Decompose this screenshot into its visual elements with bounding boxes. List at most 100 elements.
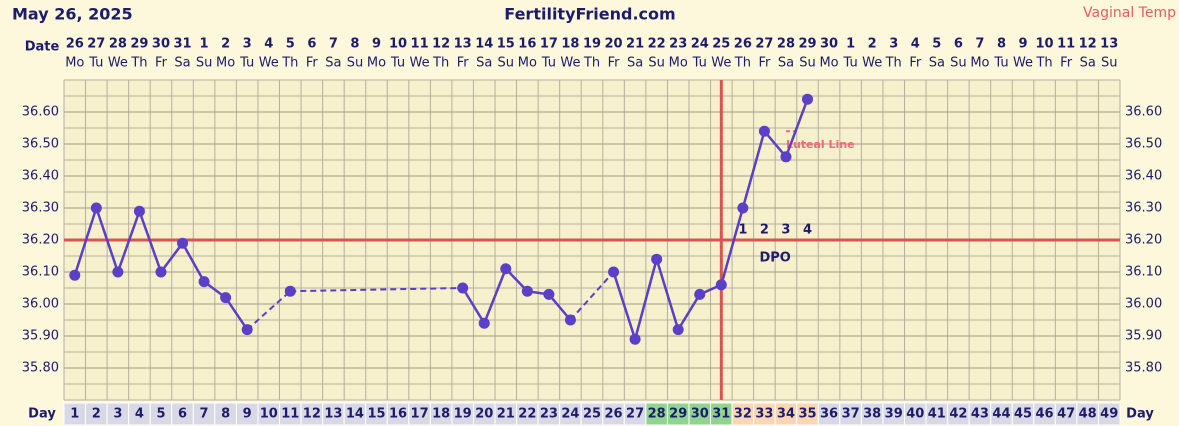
weekday-label: Mo: [367, 56, 386, 71]
date-label: 16: [518, 37, 536, 52]
temp-point: [543, 288, 555, 300]
date-label: 28: [777, 37, 795, 52]
weekday-label: We: [410, 56, 430, 71]
day-number: 29: [669, 407, 687, 422]
weekday-label: Su: [799, 56, 816, 71]
day-number: 47: [1057, 407, 1075, 422]
day-number: 38: [863, 407, 881, 422]
weekday-label: Tu: [239, 56, 254, 71]
date-label: 28: [109, 37, 127, 52]
weekday-label: Fr: [306, 56, 319, 71]
y-tick-label: 36.50: [22, 137, 59, 152]
weekday-label: Sa: [778, 56, 794, 71]
weekday-label: Th: [583, 56, 600, 71]
weekday-label: Th: [1035, 56, 1052, 71]
date-label: 4: [264, 37, 273, 52]
date-label: 8: [350, 37, 359, 52]
weekday-label: Mo: [216, 56, 235, 71]
day-cell: [1097, 402, 1121, 426]
weekday-label: Sa: [1080, 56, 1096, 71]
temp-point: [69, 269, 81, 281]
temp-point: [500, 263, 512, 275]
weekday-label: We: [560, 56, 580, 71]
weekday-label: Tu: [390, 56, 405, 71]
day-number: 30: [691, 407, 709, 422]
day-number: 7: [200, 407, 209, 422]
weekday-label: Mo: [669, 56, 688, 71]
date-label: 22: [648, 37, 666, 52]
date-label: 18: [561, 37, 579, 52]
temp-point: [177, 237, 189, 249]
date-label: 29: [798, 37, 816, 52]
day-number: 37: [842, 407, 860, 422]
day-number: 40: [906, 407, 924, 422]
date-label: 30: [152, 37, 170, 52]
date-label: 6: [307, 37, 316, 52]
day-number: 36: [820, 407, 838, 422]
dpo-label: DPO: [759, 251, 790, 266]
y-tick-label: 36.00: [22, 297, 59, 312]
temp-point: [564, 314, 576, 326]
y2-tick-label: 36.00: [1125, 297, 1162, 312]
date-label: 13: [1100, 37, 1118, 52]
gap-connector: [290, 287, 463, 293]
y-tick-label: 36.30: [22, 201, 59, 216]
weekday-label: Fr: [1060, 56, 1073, 71]
weekday-label: Mo: [65, 56, 84, 71]
day-number: 21: [497, 407, 515, 422]
day-number: 2: [92, 407, 101, 422]
date-label: 10: [1036, 37, 1054, 52]
date-label: 11: [411, 37, 429, 52]
date-label: Date: [25, 40, 60, 55]
day-number: 45: [1014, 407, 1032, 422]
date-label: 8: [997, 37, 1006, 52]
temp-point: [608, 266, 620, 278]
day-label: Day: [1126, 407, 1154, 422]
temp-point: [90, 202, 102, 214]
weekday-label: Mo: [819, 56, 838, 71]
day-number: 6: [178, 407, 187, 422]
y2-tick-label: 36.20: [1125, 233, 1162, 248]
y2-tick-label: 36.40: [1125, 169, 1162, 184]
date-label: 5: [286, 37, 295, 52]
weekday-label: Sa: [929, 56, 945, 71]
day-number: 14: [346, 407, 364, 422]
date-label: 9: [372, 37, 381, 52]
day-number: 22: [518, 407, 536, 422]
date-label: 23: [669, 37, 687, 52]
day-number: 31: [712, 407, 730, 422]
day-number: 5: [156, 407, 165, 422]
temp-point: [672, 324, 684, 336]
weekday-label: Th: [885, 56, 902, 71]
day-number: 16: [389, 407, 407, 422]
day-number: 13: [324, 407, 342, 422]
day-number: 4: [135, 407, 144, 422]
date-label: 10: [389, 37, 407, 52]
weekday-label: Mo: [518, 56, 537, 71]
date-label: 25: [712, 37, 730, 52]
weekday-label: Fr: [457, 56, 470, 71]
y-tick-label: 36.20: [22, 233, 59, 248]
day-number: 34: [777, 407, 795, 422]
y2-tick-label: 35.80: [1125, 361, 1162, 376]
weekday-label: Su: [1101, 56, 1118, 71]
day-number: 49: [1100, 407, 1118, 422]
day-number: 17: [411, 407, 429, 422]
y2-tick-label: 36.10: [1125, 265, 1162, 280]
temp-point: [220, 292, 232, 304]
date-label: 17: [540, 37, 558, 52]
y2-tick-label: 35.90: [1125, 329, 1162, 344]
weekday-label: Su: [950, 56, 967, 71]
day-number: 25: [583, 407, 601, 422]
date-label: 27: [87, 37, 105, 52]
date-label: 1: [200, 37, 209, 52]
weekday-label: We: [711, 56, 731, 71]
weekday-label: Sa: [325, 56, 341, 71]
temp-point: [780, 151, 792, 163]
date-label: 2: [221, 37, 230, 52]
dpo-number: 4: [803, 223, 812, 238]
temp-point: [737, 202, 749, 214]
date-label: 19: [583, 37, 601, 52]
day-number: 15: [367, 407, 385, 422]
